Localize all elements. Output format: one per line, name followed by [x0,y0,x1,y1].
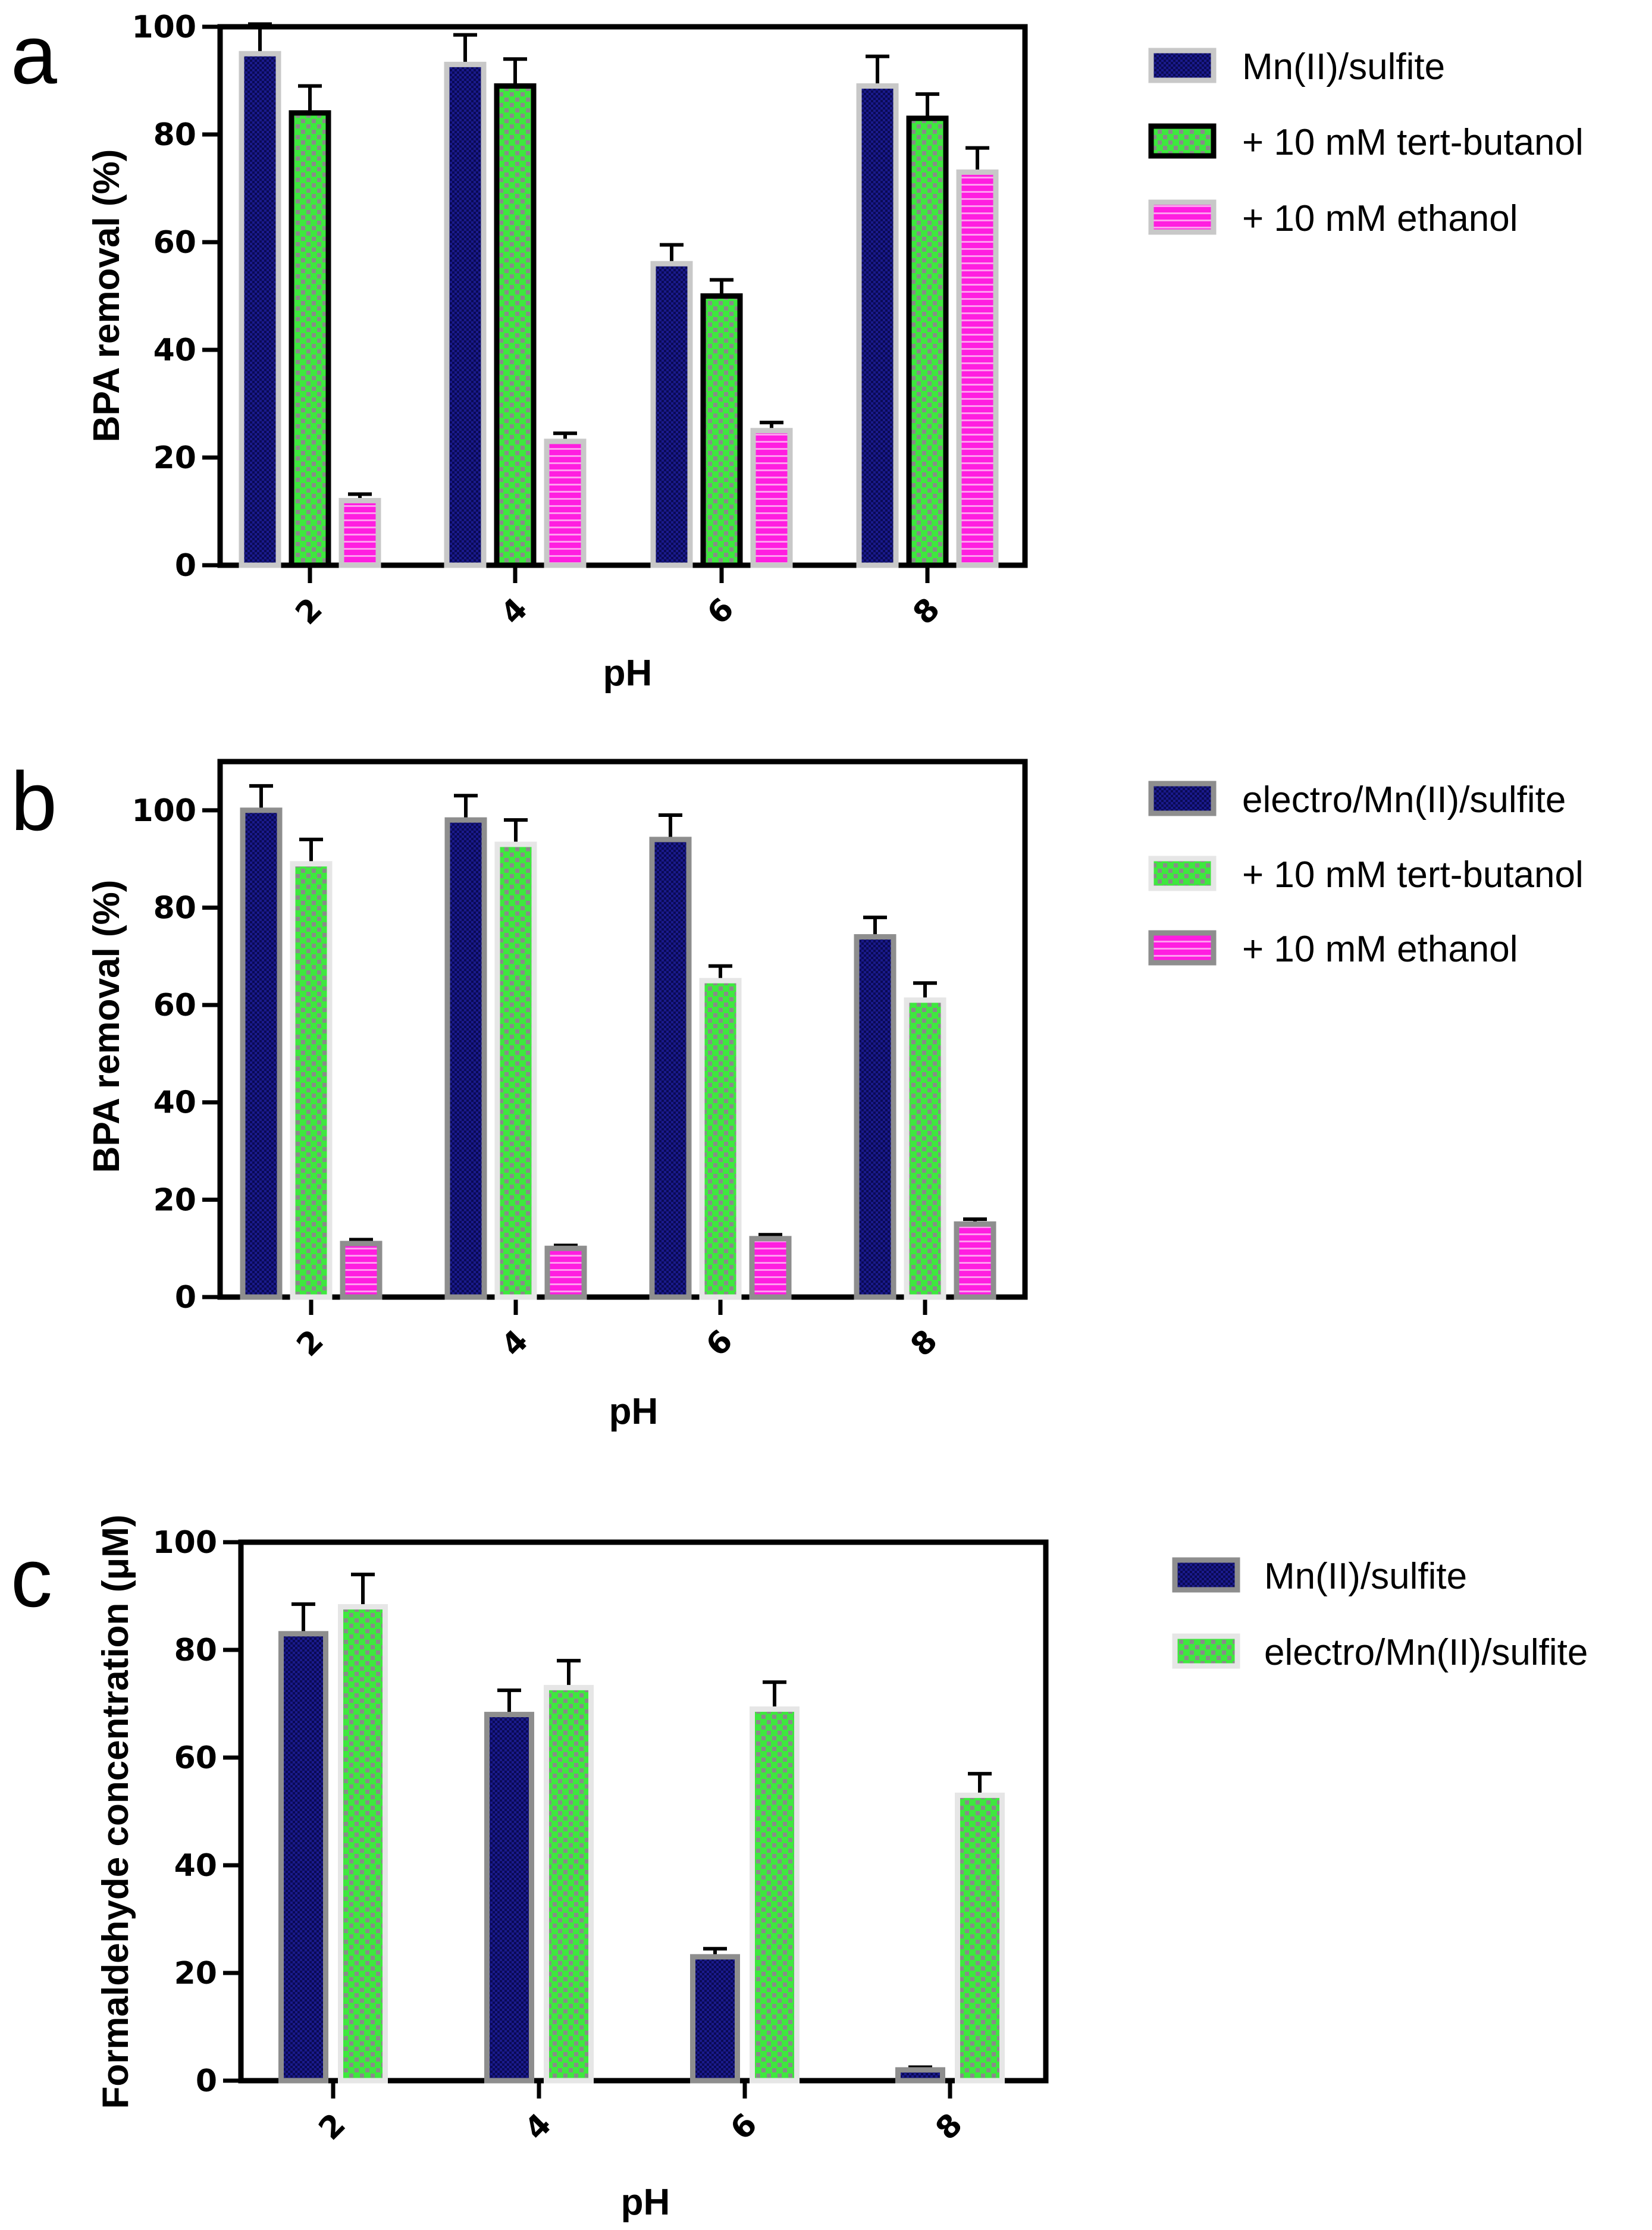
y-tick-label-b-4: 80 [153,890,196,926]
legend-label-b-1: + 10 mM tert-butanol [1242,854,1584,895]
bar-b-0-0 [240,807,283,1300]
legend-b: electro/Mn(II)/sulfite + 10 mM tert-buta… [1148,779,1584,970]
legend-label-c-0: Mn(II)/sulfite [1264,1556,1467,1597]
chart-panel-a: 0 20 40 60 80 100 2 4 6 8 pH BPA removal (%) Mn(I… [86,10,1584,694]
x-tick-label-c-0: 2 [312,2107,353,2147]
chart-panel-b: 0 20 40 60 80 100 2 4 6 8 pH BPA removal (%) elec… [86,759,1584,1432]
legend-swatch-b-1 [1148,856,1217,891]
bar-b-1-0 [290,861,333,1300]
x-tick-label-b-1: 4 [495,1323,535,1364]
x-tick-label-a-1: 4 [494,591,535,632]
y-tick-label-c-1: 20 [174,1956,217,1991]
y-tick-label-c-2: 40 [174,1848,217,1884]
y-tick-label-a-2: 40 [153,333,196,368]
bar-b-2-1 [544,1245,587,1300]
y-tick-label-a-0: 0 [175,548,196,584]
x-tick-label-a-2: 6 [701,591,741,632]
bar-b-1-1 [494,841,537,1300]
bar-a-1-1 [494,83,537,568]
x-axis-label-a: pH [603,653,653,694]
legend-a: Mn(II)/sulfite + 10 mM tert-butanol + 10… [1148,46,1584,239]
y-tick-label-a-3: 60 [153,225,196,261]
bar-c-1-2 [750,1706,800,2084]
bar-c-0-1 [484,1712,534,2084]
legend-swatch-c-1 [1172,1633,1240,1669]
bar-c-0-2 [690,1954,740,2084]
legend-swatch-a-0 [1148,48,1217,83]
bar-b-1-2 [699,978,742,1300]
legend-label-a-2: + 10 mM ethanol [1242,198,1518,239]
legend-label-b-0: electro/Mn(II)/sulfite [1242,779,1566,820]
y-tick-label-c-5: 100 [152,1525,217,1561]
y-axis-label-a: BPA removal (%) [86,149,127,443]
y-tick-label-a-1: 20 [153,440,196,476]
bar-c-0-3 [895,2067,945,2084]
plot-frame-a [217,24,1028,568]
y-tick-label-c-4: 80 [174,1633,217,1668]
x-axis-label-b: pH [609,1391,659,1432]
bar-b-0-2 [649,837,692,1300]
bar-b-2-3 [954,1221,996,1300]
bar-c-1-0 [338,1604,388,2084]
legend-swatch-b-0 [1148,781,1217,816]
y-tick-label-c-3: 60 [174,1740,217,1776]
bar-b-0-1 [444,817,487,1300]
y-tick-label-a-5: 100 [131,10,196,45]
panel-letter-c: c [11,1531,52,1624]
bar-c-1-3 [955,1792,1005,2084]
x-tick-label-a-0: 2 [289,591,330,632]
y-tick-label-b-1: 20 [153,1182,196,1218]
x-tick-label-b-0: 2 [290,1323,331,1364]
legend-label-a-1: + 10 mM tert-butanol [1242,122,1584,163]
x-tick-label-a-3: 8 [907,591,947,632]
plot-frame-c [238,1539,1049,2084]
bar-a-1-2 [700,293,743,568]
bar-b-1-3 [904,997,946,1300]
y-tick-label-b-5: 100 [131,793,196,829]
legend-swatch-c-0 [1172,1557,1240,1593]
x-tick-label-c-3: 8 [929,2107,970,2147]
x-axis-label-c: pH [621,2182,670,2223]
bar-a-0-0 [239,51,281,568]
x-tick-label-c-1: 4 [518,2107,559,2147]
x-tick-label-b-3: 8 [904,1323,945,1364]
y-axis-label-c: Formaldehyde concentration (μM) [95,1514,136,2109]
bar-b-2-2 [749,1236,792,1300]
y-tick-label-b-0: 0 [175,1280,196,1316]
bar-c-0-0 [278,1631,328,2084]
bar-a-2-2 [750,428,793,568]
bar-c-1-1 [544,1684,594,2084]
bar-a-1-3 [906,115,949,568]
bar-a-0-2 [650,261,693,568]
bar-b-2-0 [340,1241,383,1300]
bar-a-0-3 [856,83,899,568]
bar-a-2-3 [956,169,999,568]
y-tick-label-c-0: 0 [196,2063,217,2099]
legend-swatch-b-2 [1148,930,1217,966]
bar-a-2-0 [338,497,381,568]
bar-a-1-0 [289,110,331,568]
plot-frame-b [217,759,1028,1300]
panel-letter-b: b [11,754,57,848]
panel-letter-a: a [11,8,57,101]
x-tick-label-c-2: 6 [724,2107,764,2147]
bar-a-2-1 [544,439,587,568]
y-tick-label-b-3: 60 [153,988,196,1023]
legend-swatch-a-2 [1148,199,1217,235]
x-tick-label-b-2: 6 [700,1323,740,1364]
legend-label-a-0: Mn(II)/sulfite [1242,46,1445,87]
legend-label-b-2: + 10 mM ethanol [1242,929,1518,970]
bar-b-0-3 [854,934,896,1300]
chart-panel-c: 0 20 40 60 80 100 2 4 6 8 pH Formaldehyde concent… [95,1514,1588,2223]
legend-c: Mn(II)/sulfite electro/Mn(II)/sulfite [1172,1556,1588,1673]
legend-label-c-1: electro/Mn(II)/sulfite [1264,1632,1588,1673]
y-axis-label-b: BPA removal (%) [86,880,127,1173]
y-tick-label-a-4: 80 [153,117,196,153]
legend-swatch-a-1 [1148,123,1217,159]
bar-a-0-1 [444,61,487,568]
y-tick-label-b-2: 40 [153,1085,196,1121]
